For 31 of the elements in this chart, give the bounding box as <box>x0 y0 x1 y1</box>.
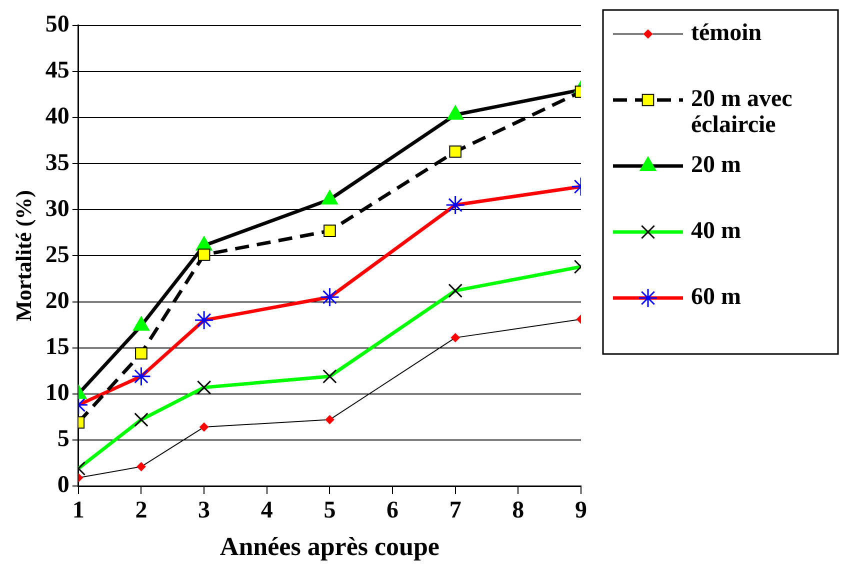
y-tick-label: 40 <box>45 104 70 130</box>
legend-label: témoin <box>691 20 762 46</box>
x-tick-label: 8 <box>512 498 524 524</box>
point <box>198 248 210 261</box>
y-tick-label: 20 <box>45 288 70 314</box>
x-tick-label: 7 <box>449 498 462 524</box>
y-tick-label: 45 <box>45 58 70 84</box>
legend-label: 40 m <box>691 218 741 244</box>
y-tick-label: 25 <box>45 242 70 268</box>
y-tick-label: 35 <box>45 150 70 176</box>
y-axis-title: Mortalité (%) <box>10 190 36 322</box>
legend-label: 20 m avec éclaircie <box>691 86 793 138</box>
x-tick-label: 2 <box>135 498 148 524</box>
x-tick-label: 9 <box>575 498 587 524</box>
x-tick-label: 6 <box>386 498 399 524</box>
y-tick-label: 50 <box>45 12 70 38</box>
legend-label: 20 m <box>691 152 741 178</box>
legend-label: 60 m <box>691 284 741 310</box>
point <box>324 224 336 237</box>
x-tick-label: 5 <box>324 498 336 524</box>
point <box>449 145 462 158</box>
point <box>135 347 148 360</box>
y-tick-label: 30 <box>45 196 70 222</box>
y-tick-label: 15 <box>45 334 70 360</box>
x-tick-label: 4 <box>260 498 273 524</box>
y-tick-label: 5 <box>57 426 70 452</box>
x-tick-label: 1 <box>72 498 84 524</box>
x-tick-label: 3 <box>198 498 210 524</box>
y-tick-label: 0 <box>57 472 70 498</box>
x-axis-title: Années après coupe <box>220 532 440 562</box>
y-tick-label: 10 <box>45 380 70 406</box>
